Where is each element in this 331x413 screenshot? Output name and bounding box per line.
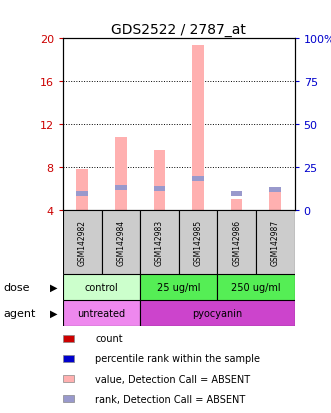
Text: dose: dose: [3, 282, 30, 292]
Text: agent: agent: [3, 308, 36, 318]
Bar: [154, 150, 165, 210]
Text: GSM142986: GSM142986: [232, 219, 241, 265]
Text: pyocyanin: pyocyanin: [192, 308, 243, 318]
Bar: [76, 192, 88, 197]
Bar: [269, 188, 281, 192]
Text: count: count: [95, 333, 123, 343]
Bar: [63, 355, 74, 362]
Text: ▶: ▶: [50, 308, 57, 318]
Text: GSM142987: GSM142987: [271, 219, 280, 265]
Text: 25 ug/ml: 25 ug/ml: [157, 282, 201, 292]
Text: ▶: ▶: [50, 282, 57, 292]
Bar: [63, 375, 74, 382]
Bar: [63, 300, 140, 326]
Bar: [231, 199, 242, 210]
Title: GDS2522 / 2787_at: GDS2522 / 2787_at: [111, 22, 246, 36]
Bar: [192, 177, 204, 182]
Bar: [63, 335, 74, 342]
Text: untreated: untreated: [77, 308, 125, 318]
Bar: [102, 210, 140, 274]
Text: percentile rank within the sample: percentile rank within the sample: [95, 354, 260, 363]
Bar: [140, 210, 179, 274]
Text: rank, Detection Call = ABSENT: rank, Detection Call = ABSENT: [95, 394, 246, 404]
Bar: [154, 186, 165, 191]
Text: GSM142982: GSM142982: [78, 219, 87, 265]
Bar: [115, 185, 126, 190]
Text: control: control: [85, 282, 118, 292]
Bar: [217, 274, 295, 300]
Text: 250 ug/ml: 250 ug/ml: [231, 282, 281, 292]
Bar: [179, 210, 217, 274]
Bar: [115, 138, 126, 210]
Bar: [256, 210, 295, 274]
Text: GSM142984: GSM142984: [116, 219, 125, 265]
Bar: [140, 274, 217, 300]
Bar: [63, 395, 74, 402]
Bar: [217, 210, 256, 274]
Bar: [76, 169, 88, 210]
Bar: [192, 46, 204, 210]
Bar: [63, 210, 102, 274]
Bar: [140, 300, 295, 326]
Bar: [231, 192, 242, 197]
Text: GSM142983: GSM142983: [155, 219, 164, 265]
Text: GSM142985: GSM142985: [194, 219, 203, 265]
Text: value, Detection Call = ABSENT: value, Detection Call = ABSENT: [95, 374, 251, 384]
Bar: [63, 274, 140, 300]
Bar: [269, 191, 281, 210]
